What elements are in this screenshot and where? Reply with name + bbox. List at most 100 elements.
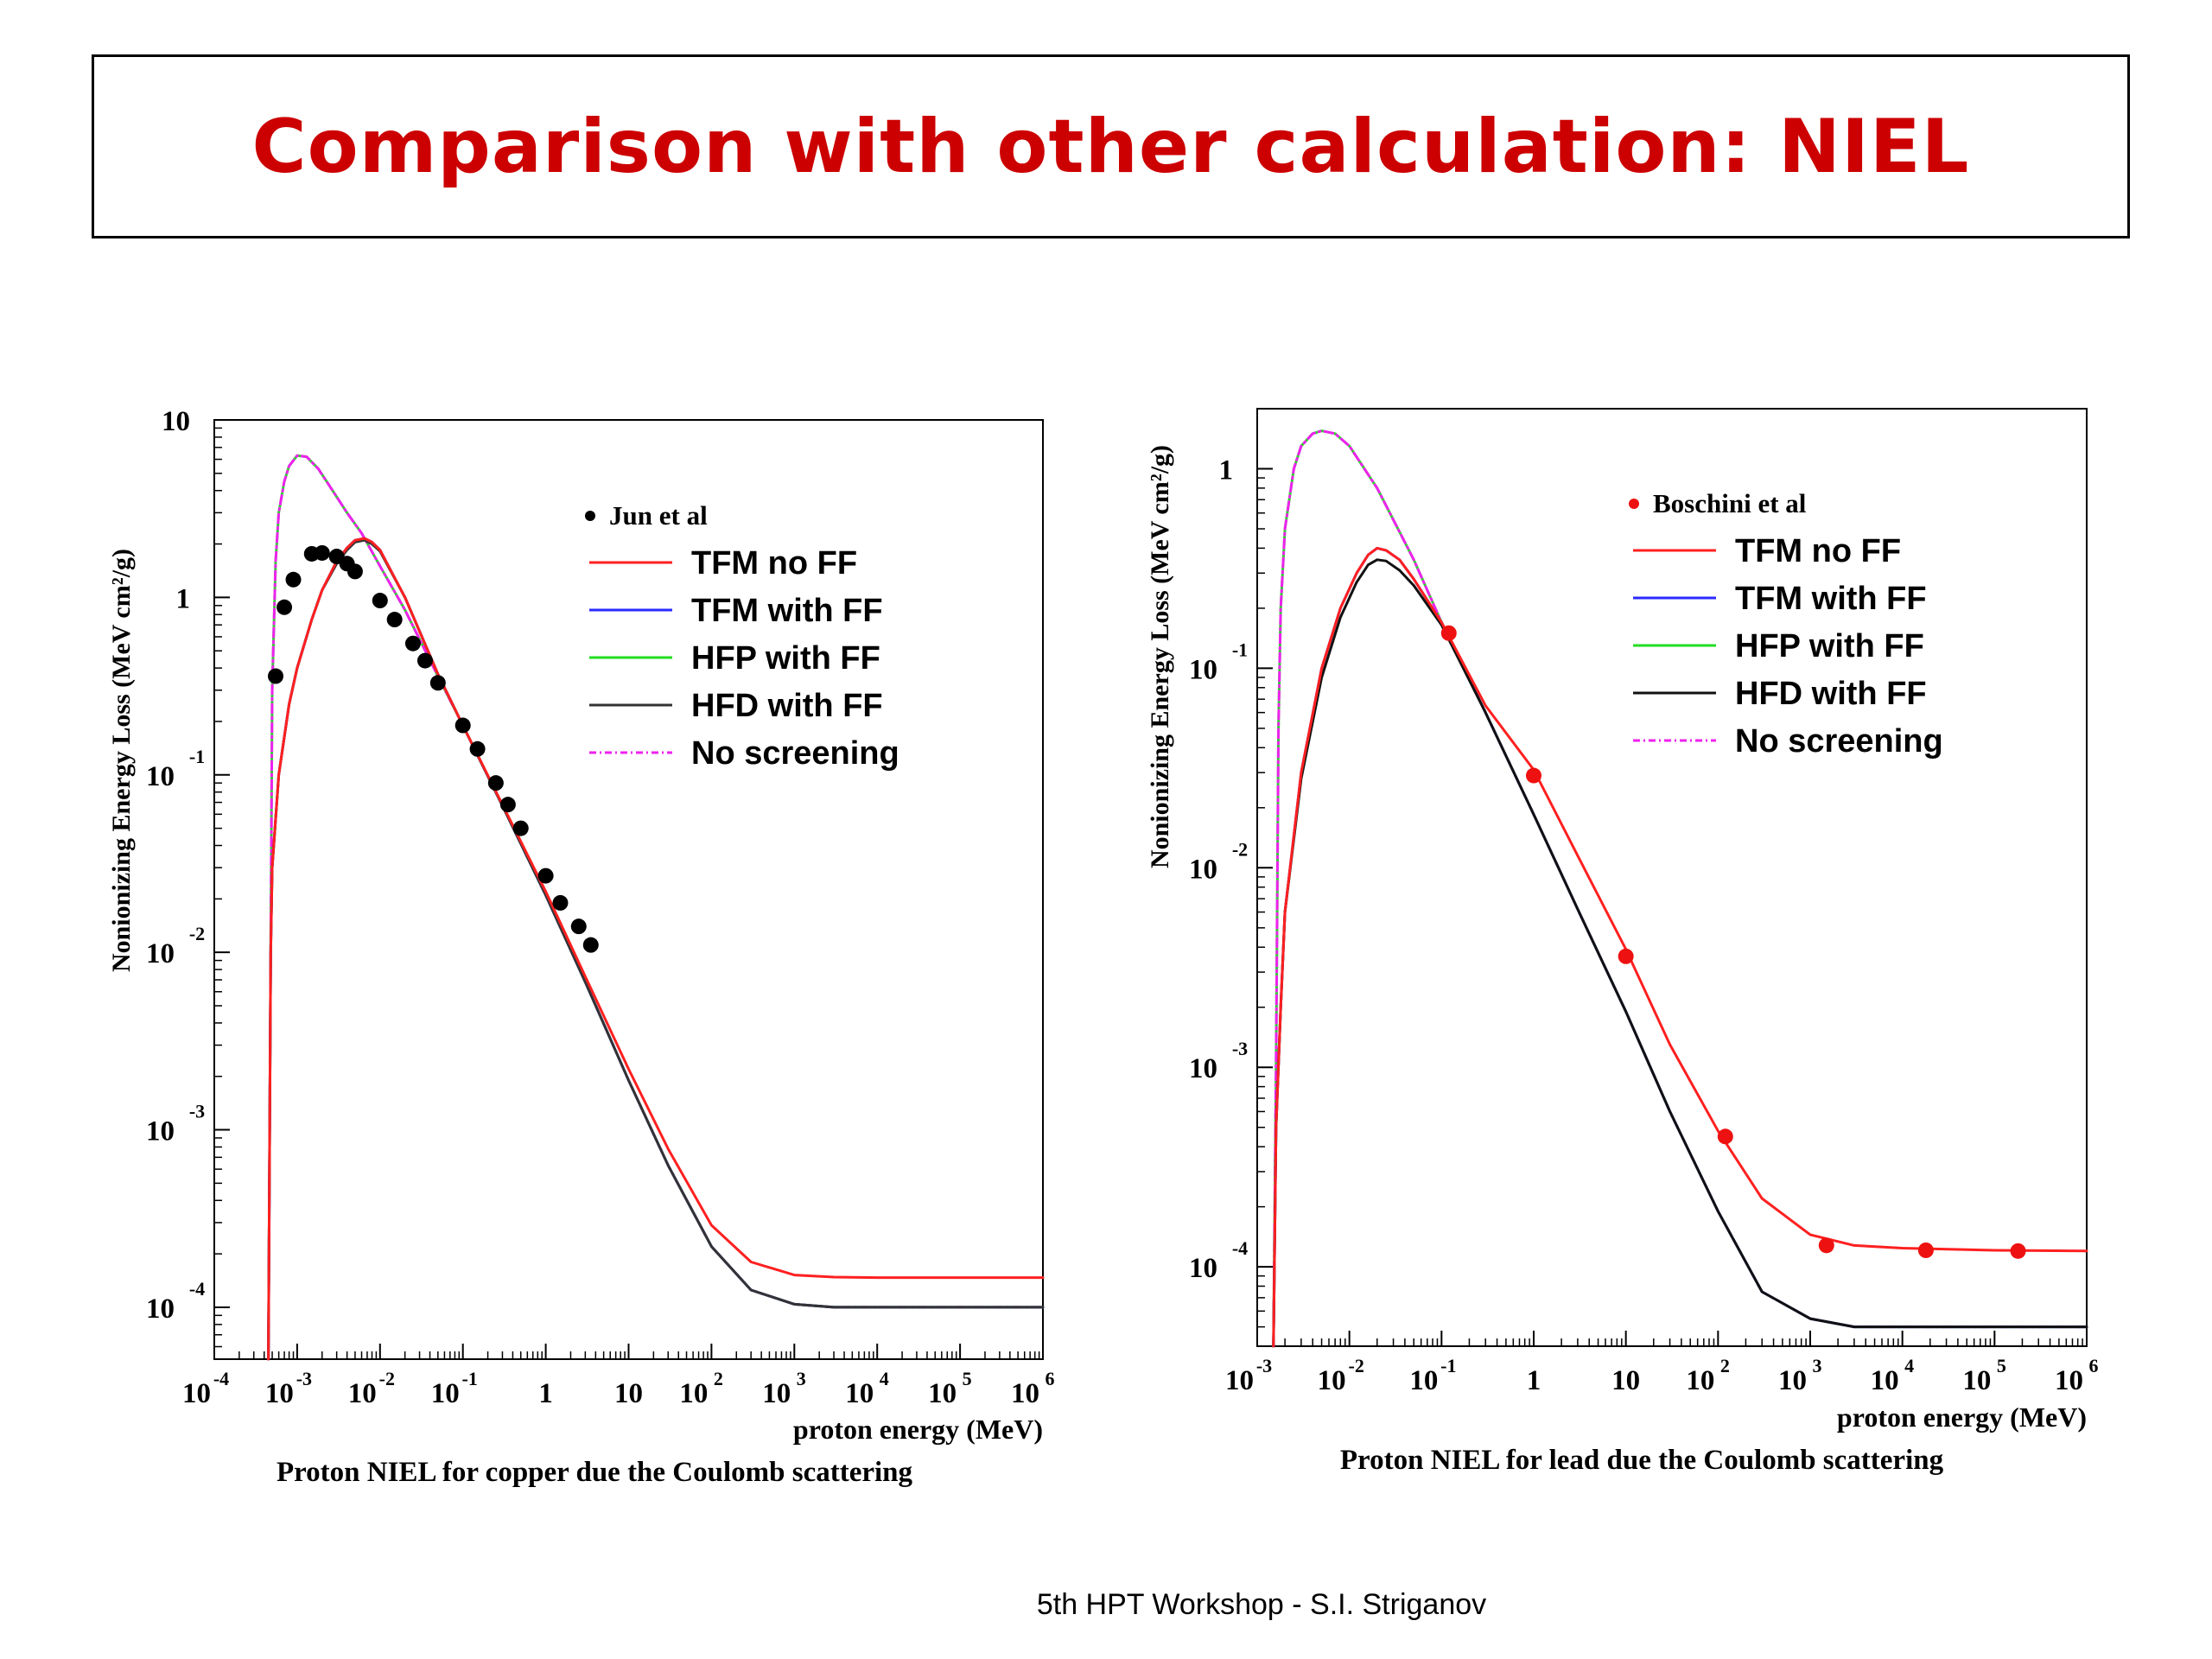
x-tick-exponent: 4 bbox=[880, 1368, 889, 1389]
legend-label: HFP with FF bbox=[1735, 628, 1924, 664]
data-marker bbox=[1618, 948, 1634, 964]
x-tick-label: 10 bbox=[1011, 1378, 1039, 1409]
chart-copper-group: 10 -4 10 -3 10 -2 10 -1 1 10 10 2 10 3 10 4 10 5 10 610-410… bbox=[107, 406, 1055, 1488]
data-marker bbox=[1917, 1242, 1934, 1258]
data-marker bbox=[454, 717, 471, 734]
x-tick-label: 10 bbox=[679, 1378, 708, 1409]
data-marker bbox=[1526, 767, 1541, 784]
x-tick-exponent: 5 bbox=[963, 1368, 972, 1389]
x-tick-label: 10 bbox=[431, 1378, 460, 1409]
x-tick-label: 10 bbox=[1225, 1365, 1254, 1396]
x-tick-label: 10 bbox=[1318, 1365, 1346, 1396]
y-tick-exponent: -3 bbox=[1232, 1038, 1248, 1059]
y-tick-exponent: -4 bbox=[189, 1278, 205, 1300]
x-tick-label: 10 bbox=[2055, 1365, 2083, 1396]
x-tick-label: 10 bbox=[845, 1378, 874, 1409]
y-axis-label: Nonionizing Energy Loss (MeV cm²/g) bbox=[1146, 445, 1174, 868]
title-box: Comparison with other calculation: NIEL bbox=[92, 54, 2130, 238]
data-marker bbox=[487, 775, 504, 791]
y-tick-label: 10 bbox=[1189, 654, 1217, 685]
x-tick-exponent: 5 bbox=[1997, 1355, 2006, 1376]
data-marker bbox=[372, 593, 388, 609]
y-axis-label: Nonionizing Energy Loss (MeV cm²/g) bbox=[107, 549, 136, 972]
x-tick-label: 1 bbox=[538, 1378, 553, 1409]
data-marker bbox=[429, 675, 446, 691]
data-marker bbox=[268, 668, 284, 684]
y-tick-label: 10 bbox=[146, 1294, 175, 1325]
legend-label: TFM with FF bbox=[691, 593, 883, 629]
legend-marker-symbol bbox=[585, 511, 595, 521]
x-tick-label: 10 bbox=[1778, 1365, 1807, 1396]
footer-text: 5th HPT Workshop - S.I. Striganov bbox=[1036, 1588, 1487, 1621]
chart-caption: Proton NIEL for lead due the Coulomb sca… bbox=[1340, 1445, 1944, 1476]
series-line-hfd-with-ff bbox=[1272, 558, 2088, 1348]
data-marker bbox=[469, 741, 486, 757]
y-tick-label: 10 bbox=[146, 1116, 175, 1147]
legend-marker-label: Jun et al bbox=[609, 500, 708, 531]
y-tick-exponent: -4 bbox=[1232, 1237, 1248, 1259]
chart-caption: Proton NIEL for copper due the Coulomb s… bbox=[276, 1457, 913, 1488]
y-tick-exponent: -1 bbox=[1232, 639, 1248, 660]
data-marker bbox=[512, 820, 529, 836]
data-marker bbox=[314, 544, 330, 561]
series-line-hfp-with-ff bbox=[267, 454, 1045, 1361]
y-tick-label: 10 bbox=[1189, 1253, 1217, 1284]
x-tick-label: 1 bbox=[1527, 1365, 1541, 1396]
series-line-tfm-with-ff bbox=[267, 537, 1045, 1361]
legend-marker-label: Boschini et al bbox=[1653, 488, 1807, 518]
y-tick-exponent: -1 bbox=[189, 746, 205, 767]
x-axis-label: proton energy (MeV) bbox=[1837, 1402, 2087, 1433]
x-tick-label: 10 bbox=[1962, 1365, 1991, 1396]
page-title: Comparison with other calculation: NIEL bbox=[251, 103, 1970, 190]
legend-label: HFP with FF bbox=[691, 640, 880, 677]
y-tick-exponent: -3 bbox=[189, 1101, 205, 1122]
x-tick-exponent: -3 bbox=[296, 1368, 312, 1389]
y-tick-label: 10 bbox=[146, 761, 175, 792]
data-marker bbox=[346, 563, 363, 580]
x-tick-label: 10 bbox=[1611, 1365, 1640, 1396]
data-marker bbox=[570, 918, 587, 935]
data-marker bbox=[537, 868, 554, 884]
data-marker bbox=[386, 612, 403, 628]
x-tick-exponent: 3 bbox=[1813, 1355, 1822, 1376]
x-tick-exponent: 2 bbox=[714, 1368, 723, 1389]
data-marker bbox=[582, 937, 599, 953]
x-tick-exponent: 6 bbox=[1046, 1368, 1055, 1389]
x-tick-exponent: -2 bbox=[1349, 1355, 1364, 1376]
y-tick-label: 10 bbox=[162, 406, 190, 437]
x-tick-label: 10 bbox=[1686, 1365, 1714, 1396]
data-marker bbox=[1717, 1128, 1733, 1145]
data-marker bbox=[285, 571, 302, 588]
y-tick-label: 10 bbox=[146, 938, 175, 969]
data-marker bbox=[552, 894, 569, 911]
series-line-tfm-no-ff bbox=[1272, 546, 2088, 1348]
x-tick-exponent: 2 bbox=[1720, 1355, 1730, 1376]
y-tick-label: 1 bbox=[1219, 455, 1234, 486]
legend-label: TFM no FF bbox=[1735, 533, 1901, 569]
data-marker bbox=[2010, 1243, 2026, 1259]
legend-label: TFM with FF bbox=[1735, 581, 1927, 617]
legend-label: HFD with FF bbox=[691, 688, 883, 724]
data-marker bbox=[1818, 1237, 1834, 1254]
series-line-no-screening bbox=[267, 454, 1045, 1361]
data-marker bbox=[416, 652, 433, 669]
x-tick-exponent: -4 bbox=[213, 1368, 229, 1389]
x-tick-exponent: 3 bbox=[797, 1368, 806, 1389]
x-tick-label: 10 bbox=[1409, 1365, 1438, 1396]
legend-label: No screening bbox=[1735, 723, 1943, 760]
data-marker bbox=[276, 599, 293, 615]
series-line-hfd-with-ff bbox=[267, 538, 1045, 1361]
data-marker bbox=[499, 797, 516, 813]
chart-lead-group: 10 -3 10 -2 10 -1 1 10 10 2 10 3 10 4 10 5 10 610-410-310… bbox=[1146, 408, 2099, 1476]
y-tick-label: 10 bbox=[1189, 1053, 1217, 1084]
x-tick-label: 10 bbox=[182, 1378, 211, 1409]
x-tick-exponent: 4 bbox=[1904, 1355, 1914, 1376]
x-tick-label: 10 bbox=[1871, 1365, 1899, 1396]
data-marker bbox=[1440, 625, 1457, 641]
series-line-tfm-no-ff bbox=[267, 537, 1045, 1361]
legend-label: HFD with FF bbox=[1735, 676, 1927, 712]
x-tick-label: 10 bbox=[928, 1378, 957, 1409]
y-tick-exponent: -2 bbox=[189, 923, 205, 944]
x-tick-exponent: -1 bbox=[462, 1368, 478, 1389]
